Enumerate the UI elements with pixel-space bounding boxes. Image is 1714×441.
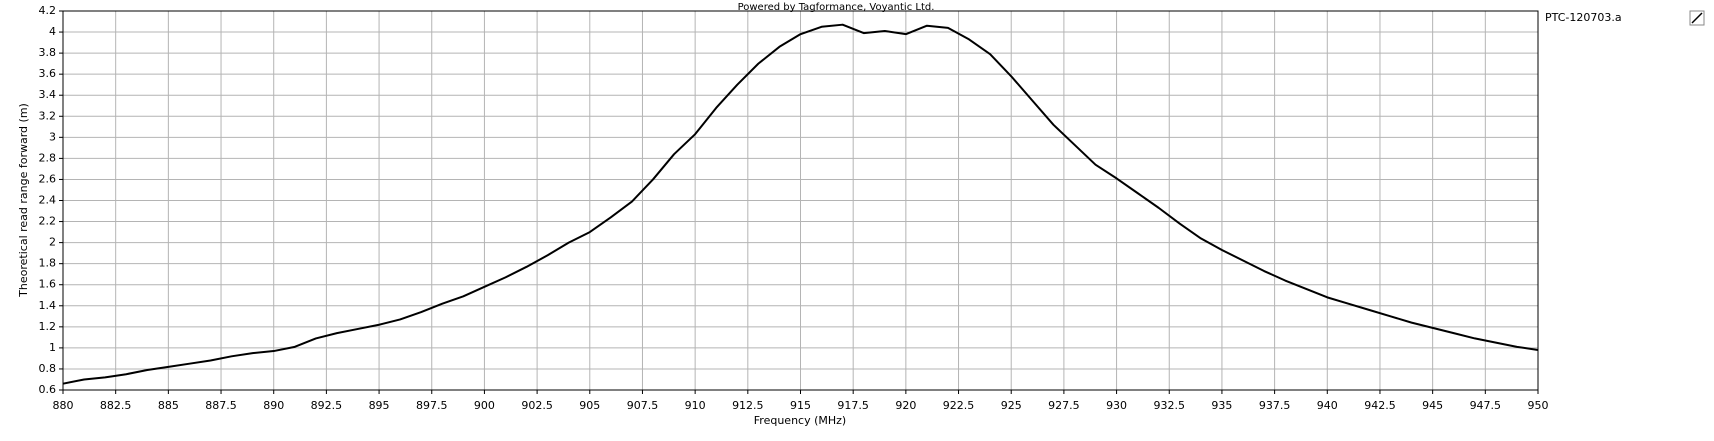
- x-tick-label: 897.5: [416, 399, 448, 412]
- x-tick-label: 892.5: [311, 399, 343, 412]
- x-tick-label: 890: [263, 399, 284, 412]
- y-tick-label: 2.2: [39, 215, 57, 228]
- y-tick-label: 3.6: [39, 67, 57, 80]
- x-tick-label: 932.5: [1154, 399, 1186, 412]
- y-tick-label: 4.2: [39, 4, 57, 17]
- y-tick-label: 3.2: [39, 109, 57, 122]
- x-tick-label: 925: [1001, 399, 1022, 412]
- x-tick-label: 930: [1106, 399, 1127, 412]
- x-tick-label: 910: [685, 399, 706, 412]
- x-tick-label: 935: [1211, 399, 1232, 412]
- y-tick-label: 1.4: [39, 299, 57, 312]
- y-tick-label: 1: [49, 341, 56, 354]
- y-tick-label: 1.2: [39, 320, 57, 333]
- y-tick-label: 4: [49, 25, 56, 38]
- x-tick-label: 885: [158, 399, 179, 412]
- y-tick-label: 2.4: [39, 194, 57, 207]
- x-tick-label: 950: [1528, 399, 1549, 412]
- plot-frame: [62, 10, 1539, 391]
- data-line: [62, 23, 1539, 385]
- x-tick-label: 920: [895, 399, 916, 412]
- x-tick-label: 912.5: [732, 399, 764, 412]
- x-tick-label: 917.5: [837, 399, 869, 412]
- legend-label: PTC-120703.a: [1545, 11, 1622, 24]
- y-tick-label: 3.8: [39, 46, 57, 59]
- x-tick-label: 942.5: [1364, 399, 1396, 412]
- y-tick-label: 3: [49, 130, 56, 143]
- y-tick-label: 0.8: [39, 362, 57, 375]
- y-tick-label: 0.6: [39, 383, 57, 396]
- x-tick-label: 940: [1317, 399, 1338, 412]
- x-tick-label: 922.5: [943, 399, 975, 412]
- x-tick-label: 887.5: [205, 399, 237, 412]
- y-tick-label: 2.8: [39, 151, 57, 164]
- y-tick-label: 2.6: [39, 172, 57, 185]
- y-tick-label: 1.8: [39, 257, 57, 270]
- legend-swatch: [1691, 12, 1703, 24]
- x-tick-label: 882.5: [100, 399, 132, 412]
- x-tick-label: 945: [1422, 399, 1443, 412]
- y-tick-label: 3.4: [39, 88, 57, 101]
- x-tick-label: 902.5: [521, 399, 553, 412]
- x-axis-label: Frequency (MHz): [754, 414, 846, 427]
- y-tick-label: 1.6: [39, 278, 57, 291]
- y-tick-label: 2: [49, 236, 56, 249]
- x-tick-label: 900: [474, 399, 495, 412]
- x-tick-label: 907.5: [627, 399, 659, 412]
- chart-title: Powered by Tagformance, Voyantic Ltd.: [738, 2, 935, 13]
- x-tick-label: 905: [579, 399, 600, 412]
- x-tick-label: 927.5: [1048, 399, 1080, 412]
- x-tick-label: 937.5: [1259, 399, 1291, 412]
- x-tick-label: 947.5: [1470, 399, 1502, 412]
- x-tick-label: 915: [790, 399, 811, 412]
- x-tick-label: 895: [369, 399, 390, 412]
- x-tick-label: 880: [53, 399, 74, 412]
- y-axis-label: Theoretical read range forward (m): [17, 103, 30, 298]
